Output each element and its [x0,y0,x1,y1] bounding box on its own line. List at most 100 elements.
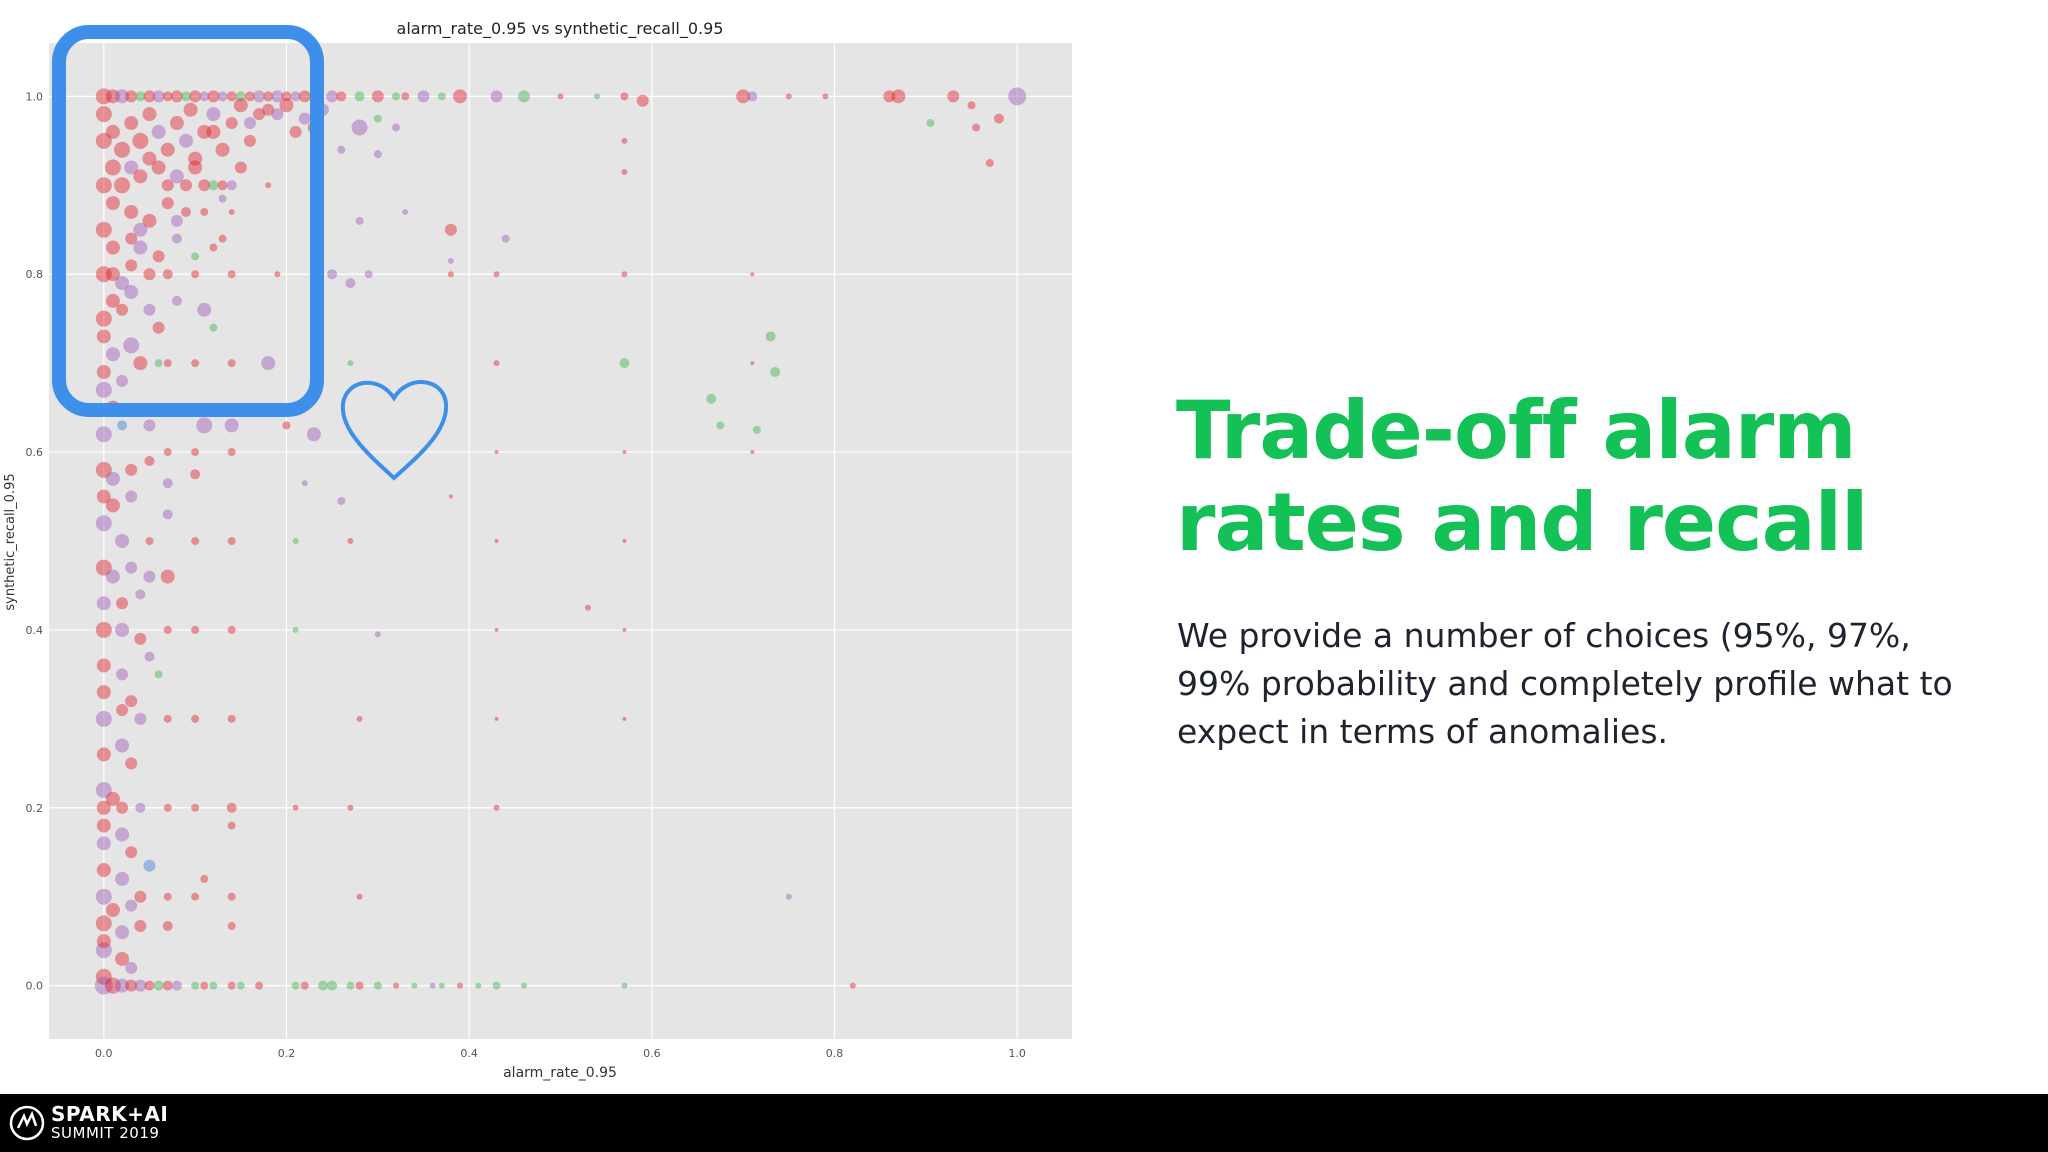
data-point [105,347,120,362]
data-point [447,271,454,278]
data-point [263,91,274,102]
data-point [143,268,156,281]
data-point [292,538,299,544]
data-point [125,961,138,974]
data-point [318,980,329,991]
data-point [1008,87,1027,106]
data-point [225,117,238,130]
chart-title: alarm_rate_0.95 vs synthetic_recall_0.95 [397,19,724,39]
data-point [105,791,120,806]
slide-body-text: We provide a number of choices (95%, 97%… [1177,616,1953,751]
data-point [750,450,755,455]
data-point [115,871,130,886]
data-point [105,267,120,282]
data-point [947,90,960,103]
data-point [125,695,138,708]
data-point [494,539,499,543]
data-point [226,802,237,813]
data-point [327,980,338,991]
data-point [142,107,157,122]
data-point [123,337,140,354]
data-point [374,631,381,638]
data-point [355,981,364,990]
data-point [227,922,236,931]
data-point [209,243,218,252]
x-tick-label: 0.8 [826,1047,844,1060]
data-point [494,450,499,455]
data-point [95,515,112,532]
data-point [160,142,175,157]
data-point [125,846,138,859]
data-point [402,208,409,215]
data-point [105,196,120,211]
data-point [255,981,264,990]
data-point [619,358,630,369]
data-point [143,859,156,872]
data-point [144,980,155,991]
data-point [179,133,194,148]
data-point [227,625,236,634]
data-point [345,278,356,289]
x-tick-label: 1.0 [1008,1047,1026,1060]
data-point [206,107,221,122]
data-point [124,160,139,175]
data-point [298,112,311,125]
data-point [96,329,111,344]
data-point [227,270,236,279]
data-point [96,934,111,949]
data-point [197,302,212,317]
data-point [169,116,184,131]
data-point [520,982,527,989]
data-point [227,981,236,990]
data-point [584,604,591,611]
data-point [622,716,627,721]
data-point [207,90,220,103]
grid-lines [49,43,1072,1039]
data-point [96,658,111,673]
data-point [752,425,761,434]
data-point [169,169,184,184]
data-point [447,257,454,264]
data-point [926,119,935,128]
data-point [191,252,200,261]
data-point [356,715,363,722]
data-point [116,597,129,610]
data-point [134,920,147,933]
data-point [125,490,138,503]
data-point [438,982,445,989]
data-point [143,570,156,583]
data-point [271,90,284,103]
data-point [163,803,172,812]
data-point [114,177,131,194]
data-point [162,91,173,102]
data-point [183,102,198,117]
data-point [115,622,130,637]
data-point [243,134,256,147]
data-point [191,981,200,990]
data-point [289,125,302,138]
data-point [517,90,530,103]
data-point [115,738,130,753]
data-point [151,160,166,175]
data-point [143,303,156,316]
data-point [291,981,300,990]
data-point [95,621,112,638]
data-point [594,93,601,100]
data-point [153,980,164,991]
data-point [96,489,111,504]
data-point [170,90,183,103]
data-point [95,782,112,798]
data-point [191,359,200,368]
data-point [133,222,148,237]
x-axis-label: alarm_rate_0.95 [503,1065,617,1081]
data-point [392,123,401,132]
data-point [785,893,792,900]
data-point [115,534,130,548]
data-point [95,88,112,105]
data-point [636,94,649,107]
data-point [490,90,503,103]
data-point [180,179,193,192]
data-point [298,90,311,103]
data-point [217,91,228,102]
data-point [191,537,200,545]
